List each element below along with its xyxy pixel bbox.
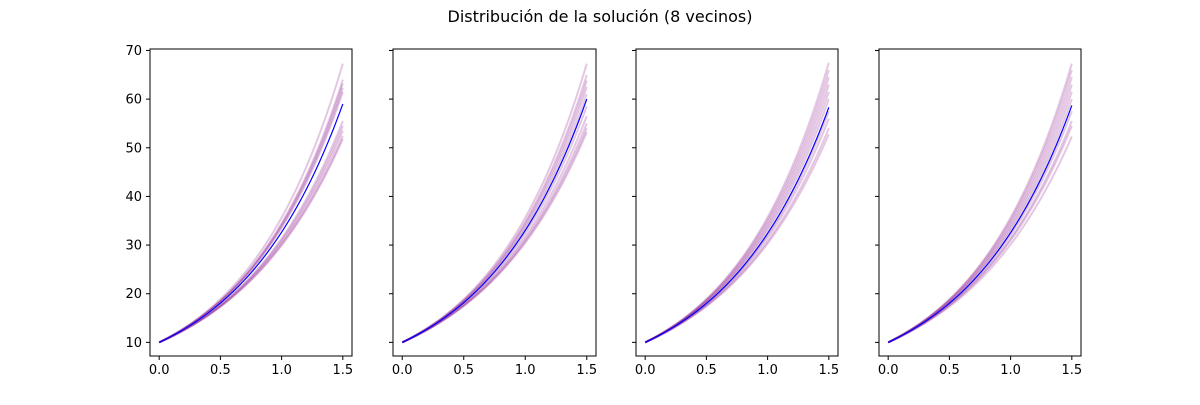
sample-line-2: [158, 79, 344, 344]
sample-line-6: [401, 106, 588, 344]
sample-line-4: [887, 84, 1073, 344]
x-tick-label: 0.0: [878, 363, 899, 378]
y-tick-label: 30: [125, 239, 142, 254]
sample-line-5: [644, 91, 830, 344]
sample-line-1: [401, 63, 588, 344]
x-tick-label: 1.5: [332, 363, 353, 378]
sample-line-2: [401, 74, 588, 344]
x-tick-label: 1.0: [515, 363, 536, 378]
sample-line-10: [644, 133, 830, 344]
x-tick-label: 1.0: [1000, 363, 1021, 378]
x-tick-label: 1.0: [271, 363, 292, 378]
figure-title: Distribución de la solución (8 vecinos): [447, 7, 753, 26]
x-tick-label: 0.0: [392, 363, 413, 378]
sample-line-3: [887, 76, 1073, 344]
axes-frame: [878, 48, 1082, 357]
sample-line-3: [158, 83, 344, 344]
x-tick-label: 1.5: [576, 363, 597, 378]
subplot-3: 0.0 0.5 1.0 1.5: [632, 48, 839, 378]
curves: [158, 63, 344, 344]
subplot-4: 0.0 0.5 1.0 1.5: [875, 48, 1082, 378]
sample-line-7: [158, 125, 344, 344]
mean-line: [887, 105, 1073, 343]
y-tick-label: 10: [125, 336, 142, 351]
sample-line-6: [644, 98, 830, 344]
sample-line-6: [887, 98, 1073, 344]
axes-frame: [149, 48, 353, 357]
sample-line-2: [644, 69, 830, 344]
curves: [887, 63, 1073, 344]
curves: [644, 62, 830, 344]
sample-line-8: [158, 130, 344, 344]
x-tick-label: 0.0: [635, 363, 656, 378]
sample-line-9: [644, 127, 830, 344]
sample-line-3: [401, 80, 588, 344]
x-tick-label: 1.5: [1061, 363, 1082, 378]
sample-line-9: [158, 135, 344, 344]
y-tick-label: 40: [125, 190, 142, 205]
mean-line: [644, 107, 830, 343]
y-tick-label: 60: [125, 93, 142, 108]
y-tick-label: 70: [125, 44, 142, 59]
mean-line: [158, 103, 344, 343]
sample-line-2: [887, 69, 1073, 344]
axes-frame: [635, 48, 839, 357]
axes-frame: [392, 48, 597, 357]
x-tick-label: 1.5: [818, 363, 839, 378]
x-tick-label: 0.5: [210, 363, 231, 378]
sample-line-10: [158, 138, 344, 344]
sample-line-4: [401, 86, 588, 344]
x-tick-label: 0.0: [149, 363, 170, 378]
sample-line-4: [158, 87, 344, 344]
y-tick-label: 50: [125, 141, 142, 156]
sample-line-1: [887, 63, 1073, 344]
sample-line-9: [401, 127, 588, 344]
sample-line-9: [887, 125, 1073, 344]
x-tick-label: 0.5: [696, 363, 717, 378]
subplot-2: 0.0 0.5 1.0 1.5: [389, 48, 597, 378]
sample-line-5: [158, 91, 344, 344]
curves: [401, 63, 588, 344]
sample-line-5: [401, 93, 588, 344]
sample-line-3: [644, 76, 830, 344]
x-tick-label: 0.5: [939, 363, 960, 378]
sample-line-8: [401, 123, 588, 344]
sample-line-10: [887, 136, 1073, 344]
x-tick-label: 1.0: [757, 363, 778, 378]
mean-line: [401, 98, 588, 343]
sample-line-4: [644, 84, 830, 344]
x-tick-label: 0.5: [453, 363, 474, 378]
sample-line-1: [644, 62, 830, 344]
sample-line-5: [887, 91, 1073, 344]
subplot-1: 0.0 0.5 1.0 1.5 10 20 30 40 50 60 70: [125, 44, 353, 378]
y-tick-label: 20: [125, 287, 142, 302]
sample-line-1: [158, 63, 344, 344]
sample-line-10: [401, 131, 588, 344]
